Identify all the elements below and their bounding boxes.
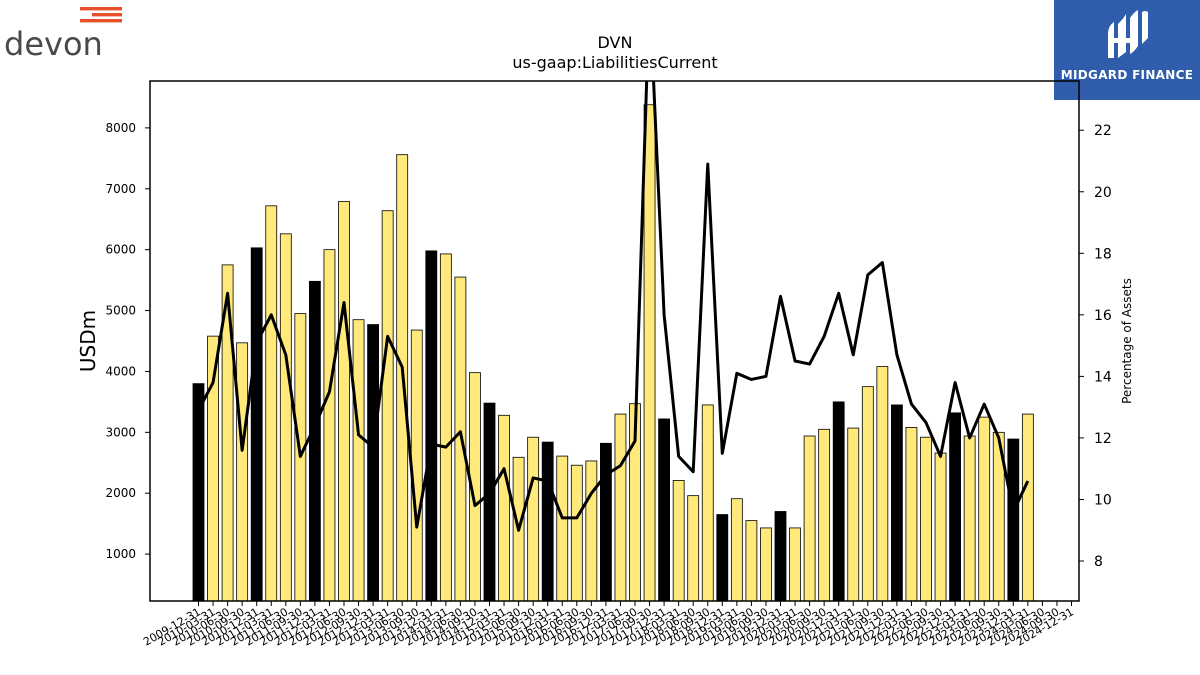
y2-tick-label: 22	[1094, 123, 1112, 139]
bar	[774, 511, 787, 602]
midgard-finance-logo: MIDGARD FINANCE	[1054, 0, 1200, 100]
y2-tick-label: 14	[1094, 369, 1112, 385]
bar	[803, 435, 816, 602]
y-tick-label: 1000	[105, 547, 136, 561]
y-tick-label: 8000	[105, 121, 136, 135]
devon-logo-accent-bar	[92, 13, 122, 17]
bar	[527, 436, 540, 602]
y2-tick-label: 20	[1094, 185, 1112, 201]
bar	[643, 104, 656, 602]
bar	[861, 386, 874, 602]
y2-tick-label: 16	[1094, 308, 1112, 324]
bar	[570, 464, 583, 602]
bar	[832, 401, 845, 602]
bar	[818, 428, 831, 602]
bar	[672, 480, 685, 602]
bar	[483, 402, 496, 602]
bar	[891, 404, 903, 602]
y-tick-label: 3000	[105, 425, 136, 439]
bar	[541, 441, 554, 602]
percentage-line	[197, 81, 1030, 532]
bar	[760, 527, 772, 602]
right-axis: 8 10 12 14 16 18 20 22	[1079, 123, 1112, 570]
midgard-emblem-icon	[1108, 10, 1148, 58]
y-axis-label: USDm	[76, 310, 100, 372]
bars-group	[192, 104, 1034, 602]
bar	[498, 414, 510, 602]
bar	[338, 201, 350, 602]
plot-frame	[149, 80, 1080, 602]
bar	[934, 452, 947, 602]
devon-logo: devon	[4, 7, 122, 63]
bar	[920, 436, 932, 602]
bar	[905, 427, 918, 602]
bar	[425, 250, 438, 602]
devon-logo-accent-bar	[80, 19, 122, 23]
bar	[556, 455, 569, 602]
bar	[600, 442, 612, 602]
y-tick-label: 5000	[105, 304, 136, 318]
bar	[381, 210, 394, 602]
bar	[1021, 413, 1034, 602]
bar	[789, 527, 801, 602]
y-tick-label: 2000	[105, 486, 136, 500]
bar	[236, 342, 249, 602]
bar	[716, 514, 729, 602]
bar	[279, 233, 292, 602]
bar	[1007, 438, 1020, 602]
bar	[439, 253, 452, 602]
bar	[978, 416, 991, 602]
bar	[963, 435, 976, 602]
bar	[701, 404, 714, 602]
y-tick-label: 6000	[105, 243, 136, 257]
y2-tick-label: 10	[1094, 492, 1112, 508]
bar	[250, 247, 263, 602]
bar	[730, 498, 743, 602]
midgard-logo-text: MIDGARD FINANCE	[1060, 68, 1194, 82]
chart-title: DVN	[598, 33, 633, 52]
y-tick-label: 7000	[105, 182, 136, 196]
y-tick-label: 4000	[105, 364, 136, 378]
bar	[192, 383, 205, 602]
left-axis: 1000 2000 3000 4000 5000 6000 7000 8000	[105, 121, 150, 561]
bar	[876, 366, 889, 602]
bar	[352, 319, 365, 602]
devon-logo-text: devon	[4, 25, 103, 63]
chart-subtitle: us-gaap:LiabilitiesCurrent	[512, 53, 717, 72]
bar	[614, 413, 627, 602]
bar	[323, 249, 336, 602]
bar	[847, 427, 860, 602]
y2-tick-label: 18	[1094, 246, 1112, 262]
line-group	[197, 81, 1030, 532]
bar	[367, 324, 380, 602]
bar	[658, 418, 670, 602]
bar	[265, 205, 278, 602]
bar	[585, 460, 598, 602]
bar	[410, 329, 423, 602]
bar	[308, 280, 321, 602]
devon-logo-accent-bar	[80, 7, 122, 11]
y2-axis-label: Percentage of Assets	[1120, 278, 1134, 404]
bar	[687, 495, 700, 602]
x-axis: 2009-12-312010-03-312010-06-302010-09-30…	[141, 601, 1076, 649]
y2-tick-label: 8	[1094, 554, 1103, 570]
bar	[745, 520, 758, 602]
y2-tick-label: 12	[1094, 431, 1112, 447]
bar	[949, 412, 961, 602]
